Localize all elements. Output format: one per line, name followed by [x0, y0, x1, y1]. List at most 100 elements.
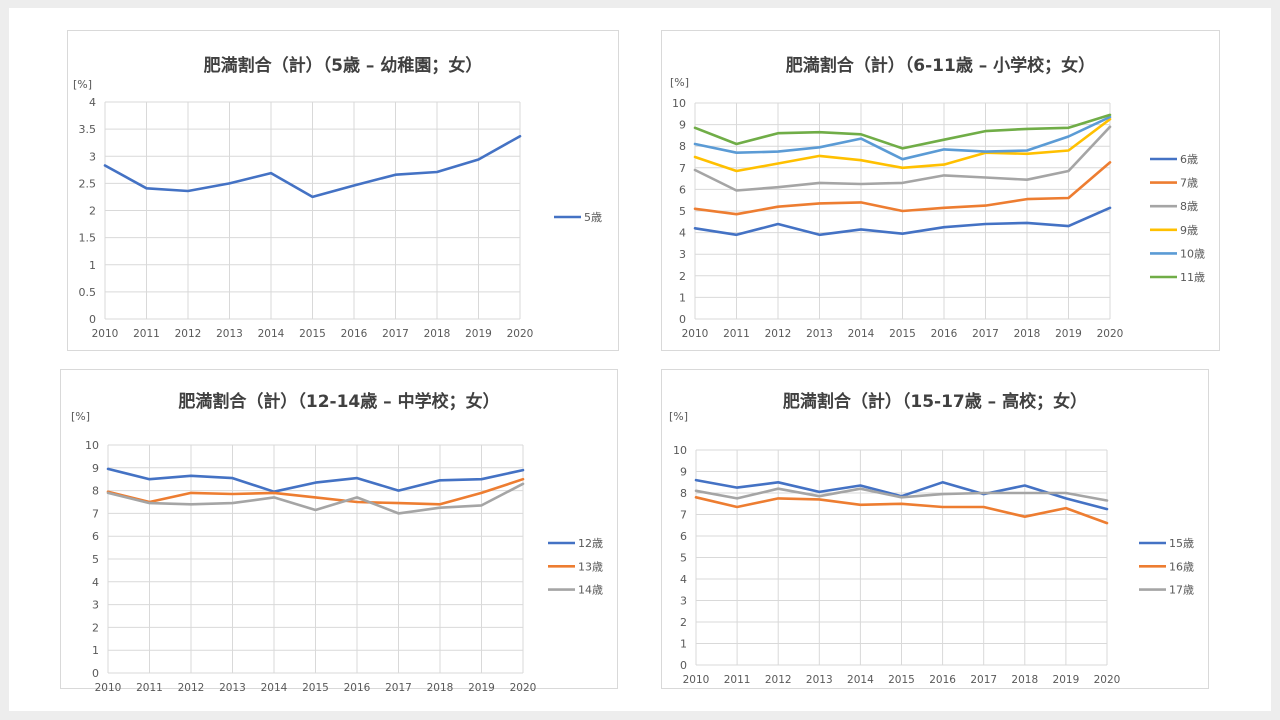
y-tick-label: 2	[679, 270, 686, 283]
x-tick-label: 2011	[724, 674, 751, 686]
y-tick-label: 5	[92, 553, 99, 566]
x-tick-label: 2016	[931, 328, 958, 340]
y-tick-label: 4	[679, 227, 686, 240]
series-line	[693, 113, 1112, 150]
y-tick-label: 0.5	[79, 286, 97, 299]
series-line	[693, 125, 1112, 192]
y-tick-label: 1.5	[79, 232, 97, 245]
x-tick-label: 2015	[889, 328, 916, 340]
x-tick-label: 2014	[848, 328, 875, 340]
x-tick-label: 2010	[682, 328, 709, 340]
line-chart-12-14yo: 0 1 2 3 4 5 6 7 8 9 10 2010 2011 2012 2013 2014 2015 2016…	[85, 439, 603, 694]
y-unit-label: [%]	[669, 410, 689, 423]
x-tick-label: 2015	[888, 674, 915, 686]
x-tick-label: 2019	[468, 682, 495, 694]
series-line	[694, 487, 1109, 502]
x-tick-label: 2019	[465, 328, 492, 340]
chart-panel-5yo: 肥満割合（計）（5歳 – 幼稚園；女） [%] 0 0.5 1 1.5 2 2.5 3 3.5…	[67, 30, 619, 351]
x-tick-label: 2020	[1097, 328, 1124, 340]
y-tick-label: 1	[679, 291, 686, 304]
y-tick-label: 7	[680, 509, 687, 522]
series-line	[693, 161, 1112, 216]
y-tick-label: 2	[89, 205, 96, 218]
x-tick-label: 2020	[1094, 674, 1121, 686]
x-tick-label: 2010	[95, 682, 122, 694]
y-tick-label: 10	[85, 439, 99, 452]
x-tick-label: 2013	[216, 328, 243, 340]
series-line	[106, 482, 525, 515]
chart-title: 肥満割合（計）（6-11歳 – 小学校；女）	[785, 56, 1096, 76]
legend-label: 14歳	[578, 584, 603, 597]
legend-label: 10歳	[1180, 247, 1205, 260]
x-tick-label: 2020	[507, 328, 534, 340]
y-tick-label: 1	[92, 644, 99, 657]
legend-label: 9歳	[1180, 224, 1198, 237]
y-tick-label: 7	[92, 507, 99, 520]
y-tick-label: 7	[679, 162, 686, 175]
y-tick-label: 0	[92, 667, 99, 680]
x-tick-label: 2013	[806, 328, 833, 340]
legend-label: 17歳	[1169, 584, 1194, 597]
x-tick-label: 2018	[1011, 674, 1038, 686]
x-tick-label: 2018	[427, 682, 454, 694]
y-unit-label: [%]	[71, 410, 91, 423]
y-tick-label: 3	[680, 595, 687, 608]
x-tick-label: 2012	[765, 674, 792, 686]
y-tick-label: 10	[673, 444, 687, 457]
x-tick-label: 2019	[1055, 328, 1082, 340]
x-tick-label: 2019	[1053, 674, 1080, 686]
chart-panel-15-17yo: 肥満割合（計）（15-17歳 – 高校；女） [%] 0 1 2 3 4 5 6 7 8 9 10 2…	[661, 369, 1209, 689]
x-tick-label: 2013	[806, 674, 833, 686]
legend-label: 7歳	[1180, 177, 1198, 190]
x-tick-label: 2011	[133, 328, 160, 340]
y-unit-label: [%]	[73, 78, 93, 91]
chart-panel-6-11yo: 肥満割合（計）（6-11歳 – 小学校；女） [%] 0 1 2 3 4 5 6 7 8 9 10 2…	[661, 30, 1220, 351]
series-line	[106, 467, 525, 493]
y-tick-label: 8	[679, 140, 686, 153]
legend-label: 11歳	[1180, 271, 1205, 284]
x-tick-label: 2011	[723, 328, 750, 340]
x-tick-label: 2012	[175, 328, 202, 340]
y-tick-label: 2	[92, 621, 99, 634]
legend-label: 13歳	[578, 560, 603, 573]
y-tick-label: 2	[680, 616, 687, 629]
series-line	[693, 206, 1112, 237]
x-tick-label: 2010	[683, 674, 710, 686]
x-tick-label: 2018	[424, 328, 451, 340]
x-tick-label: 2016	[929, 674, 956, 686]
chart-title: 肥満割合（計）（12-14歳 – 中学校；女）	[178, 392, 500, 412]
x-tick-label: 2014	[261, 682, 288, 694]
x-tick-label: 2018	[1014, 328, 1041, 340]
y-tick-label: 0	[89, 313, 96, 326]
line-chart-15-17yo: 0 1 2 3 4 5 6 7 8 9 10 2010 2011 2012 2013 2014 2015 2016…	[673, 444, 1194, 686]
x-tick-label: 2017	[385, 682, 412, 694]
y-unit-label: [%]	[670, 76, 690, 89]
y-tick-label: 2.5	[79, 177, 97, 190]
y-tick-label: 9	[680, 466, 687, 479]
x-tick-label: 2017	[382, 328, 409, 340]
x-tick-label: 2013	[219, 682, 246, 694]
x-tick-label: 2014	[258, 328, 285, 340]
series-line	[103, 134, 522, 199]
y-tick-label: 9	[92, 462, 99, 475]
chart-panel-12-14yo: 肥満割合（計）（12-14歳 – 中学校；女） [%] 0 1 2 3 4 5 6 7 8 9 10…	[60, 369, 618, 694]
x-tick-label: 2012	[765, 328, 792, 340]
y-tick-label: 1	[89, 259, 96, 272]
legend-label: 12歳	[578, 537, 603, 550]
x-tick-label: 2016	[344, 682, 371, 694]
line-chart-5yo: 0 0.5 1 1.5 2 2.5 3 3.5 4 2010 2011 2012 2013 2014 201…	[79, 96, 603, 340]
y-tick-label: 0	[680, 659, 687, 672]
legend-label: 15歳	[1169, 537, 1194, 550]
y-tick-label: 3	[89, 150, 96, 163]
y-tick-label: 5	[680, 552, 687, 565]
chart-title: 肥満割合（計）（5歳 – 幼稚園；女）	[203, 56, 483, 76]
y-tick-label: 5	[679, 205, 686, 218]
y-tick-label: 1	[680, 638, 687, 651]
x-tick-label: 2017	[972, 328, 999, 340]
x-tick-label: 2012	[178, 682, 205, 694]
y-tick-label: 8	[92, 485, 99, 498]
line-chart-6-11yo: 0 1 2 3 4 5 6 7 8 9 10 2010 2011 2012 2013 2014 2015 2016…	[672, 97, 1205, 340]
x-tick-label: 2010	[92, 328, 119, 340]
y-tick-label: 4	[89, 96, 96, 109]
x-tick-label: 2017	[970, 674, 997, 686]
